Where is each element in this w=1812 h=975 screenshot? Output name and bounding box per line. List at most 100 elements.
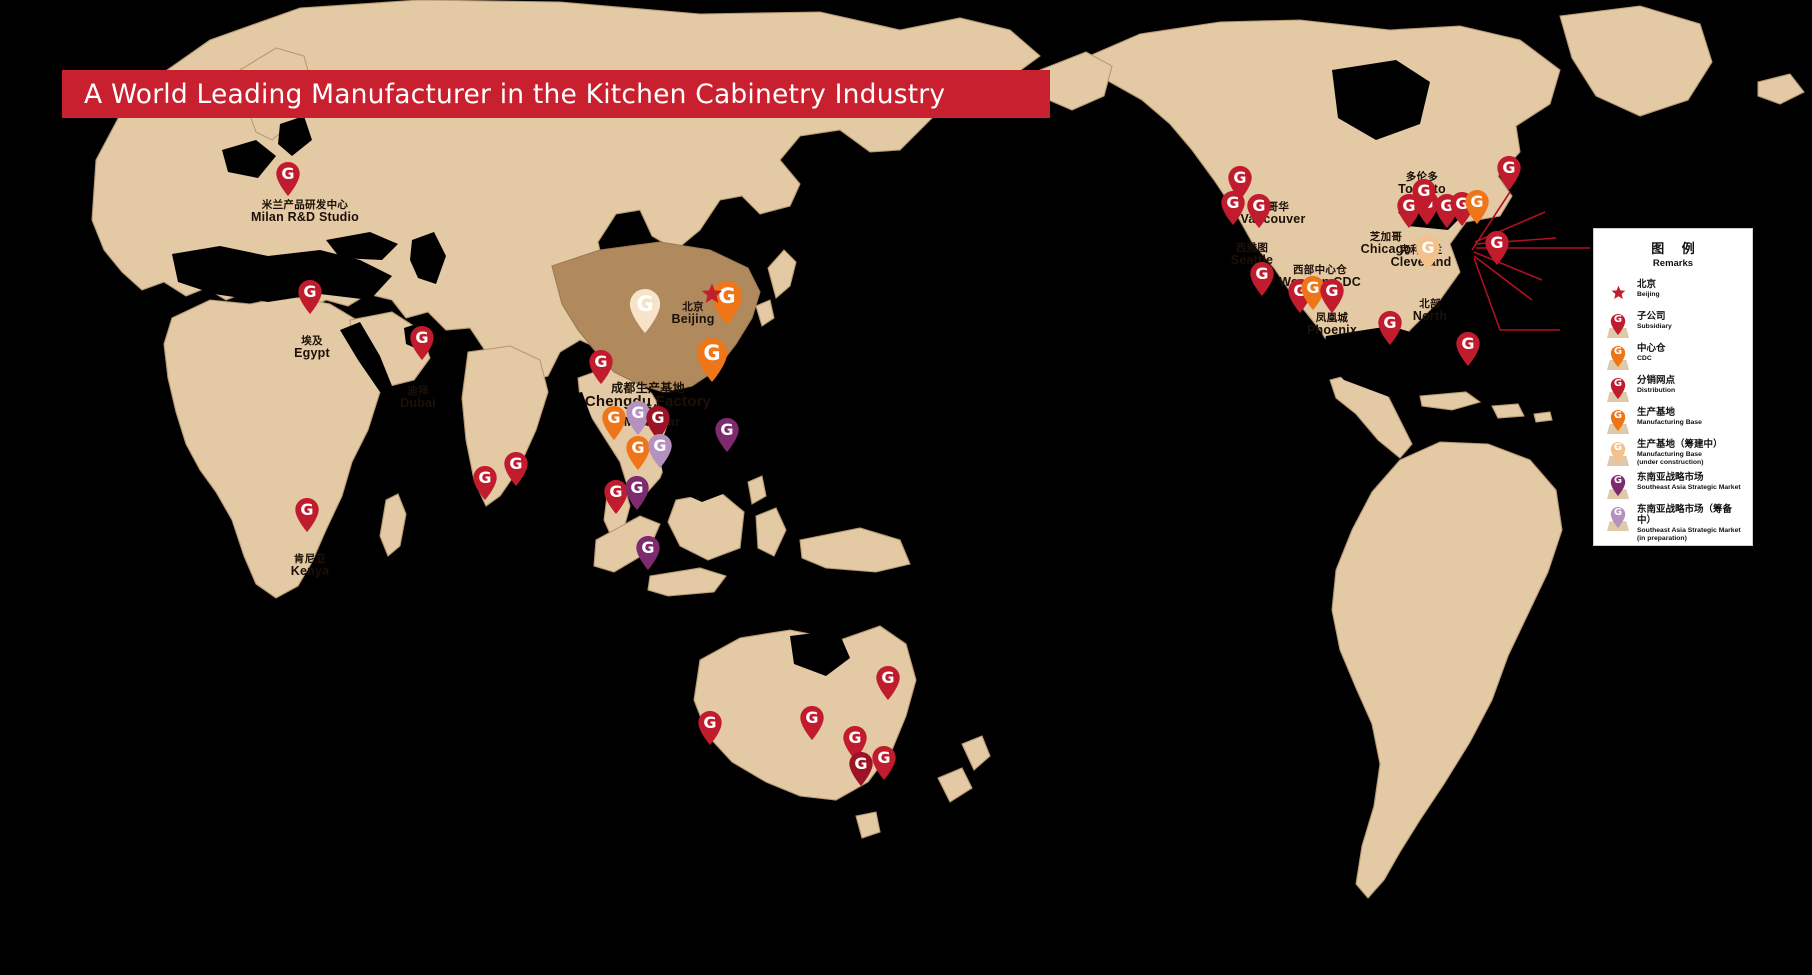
legend-row: G 东南亚战略市场（筹备中） Southeast Asia Strategic Ma… — [1602, 503, 1744, 543]
legend-label-cn: 生产基地 — [1637, 407, 1676, 418]
legend-pin: G — [1610, 474, 1626, 496]
legend-pin: G — [1610, 506, 1626, 528]
bay-of-bengal — [540, 392, 596, 470]
legend-label-en: Manufacturing Base — [1637, 418, 1702, 426]
legend-text: 东南亚战略市场 Southeast Asia Strategic Market — [1634, 471, 1741, 492]
pin-brisbane[interactable]: G — [875, 666, 901, 700]
caspian-sea — [410, 232, 446, 284]
pin-perth[interactable]: G — [697, 711, 723, 745]
cuba — [1419, 391, 1482, 411]
legend-title-cn: 图 例 — [1651, 241, 1702, 256]
legend-title-en: Remarks — [1652, 258, 1694, 269]
legend-row: G 生产基地（筹建中） Manufacturing Base (under const… — [1602, 438, 1744, 467]
sulawesi — [755, 507, 787, 557]
legend-label-cn: 生产基地（筹建中） — [1637, 439, 1723, 450]
legend-text: 生产基地（筹建中） Manufacturing Base (under constr… — [1634, 438, 1723, 467]
legend-label-en: Southeast Asia Strategic Market — [1637, 527, 1741, 535]
madagascar — [379, 493, 407, 557]
iceland — [1757, 73, 1805, 105]
pin-philippines[interactable]: G — [714, 418, 740, 452]
pin-newyork[interactable]: G — [1484, 231, 1510, 265]
new-zealand-s — [937, 767, 973, 803]
legend-text: 北京 Beijing — [1634, 278, 1660, 299]
legend-label-en: CDC — [1637, 354, 1652, 362]
pin-malaysia-2[interactable]: G — [624, 476, 650, 510]
mediterranean-sea — [172, 246, 392, 302]
pin-texas[interactable]: G — [1377, 311, 1403, 345]
hudson-bay — [1332, 60, 1430, 140]
pin-seattle[interactable]: G — [1246, 194, 1272, 228]
gulf-of-mexico — [1322, 326, 1438, 398]
legend-label-cn: 北京 — [1637, 279, 1657, 290]
pin-singapore[interactable]: G — [635, 536, 661, 570]
legend-label-en: Southeast Asia Strategic Market — [1637, 484, 1741, 492]
legend-row: 北京 Beijing — [1602, 278, 1744, 306]
pin-dubai[interactable]: G — [409, 326, 435, 360]
north-america — [1078, 19, 1561, 379]
legend-label-cn: 分销网点 — [1637, 375, 1676, 386]
legend-text: 分销网点 Distribution — [1634, 374, 1675, 395]
legend-label-cn: 中心仓 — [1637, 343, 1666, 354]
legend-label-en: Subsidiary — [1637, 322, 1672, 330]
legend-pin-glyph: G — [1613, 377, 1623, 389]
pin-guangzhou[interactable]: G — [695, 338, 729, 382]
pin-california[interactable]: G — [1249, 262, 1275, 296]
pin-manufacturing-uc-icon: G — [1602, 438, 1634, 466]
india — [461, 345, 549, 507]
new-guinea — [799, 527, 911, 573]
legend-pin: G — [1610, 409, 1626, 431]
borneo — [667, 491, 745, 561]
star-icon — [1602, 278, 1634, 306]
hispaniola — [1491, 403, 1525, 419]
pin-canberra[interactable]: G — [848, 752, 874, 786]
pin-thailand-1[interactable]: G — [601, 406, 627, 440]
pin-vietnam[interactable]: G — [647, 434, 673, 468]
legend-row: G 东南亚战略市场 Southeast Asia Strategic Market — [1602, 471, 1744, 500]
legend-pin: G — [1610, 377, 1626, 399]
page-title: A World Leading Manufacturer in the Kitc… — [84, 78, 946, 110]
pin-cleveland-3[interactable]: G — [1464, 190, 1490, 224]
pin-north-carolina[interactable]: G — [1415, 236, 1441, 270]
legend-pin: G — [1610, 441, 1626, 463]
star-glyph — [1611, 285, 1625, 299]
pin-egypt[interactable]: G — [297, 280, 323, 314]
africa — [163, 295, 381, 599]
legend-pin-glyph: G — [1613, 345, 1623, 357]
legend-pin-glyph: G — [1613, 441, 1623, 453]
pin-myanmar[interactable]: G — [588, 350, 614, 384]
pin-chengdu[interactable]: G — [628, 289, 662, 333]
pin-vancouver-2[interactable]: G — [1220, 191, 1246, 225]
tasmania — [855, 811, 881, 839]
pin-sydney[interactable]: G — [871, 746, 897, 780]
red-sea — [340, 322, 392, 392]
legend-panel: 图 例 Remarks 北京 Beijing G 子公司 Subsidiary G 中心仓 C… — [1593, 228, 1753, 546]
pin-distribution-icon: G — [1602, 374, 1634, 402]
pin-western-cdc-3[interactable]: G — [1319, 279, 1345, 313]
new-zealand-n — [961, 735, 991, 771]
japan-south — [755, 299, 775, 327]
legend-row: G 生产基地 Manufacturing Base — [1602, 406, 1744, 434]
pin-sea-market-prep-icon: G — [1602, 503, 1634, 532]
legend-label-en: Beijing — [1637, 290, 1660, 298]
legend-label-en: Distribution — [1637, 386, 1676, 394]
pin-adelaide[interactable]: G — [799, 706, 825, 740]
legend-title: 图 例 Remarks — [1602, 238, 1744, 269]
legend-label-en: (under construction) — [1637, 459, 1704, 467]
gulf-of-carpentaria — [790, 630, 850, 676]
legend-pin: G — [1610, 313, 1626, 335]
legend-rows: 北京 Beijing G 子公司 Subsidiary G 中心仓 CDC G 分销网点 Distr… — [1602, 278, 1744, 543]
pin-milan[interactable]: G — [275, 162, 301, 196]
legend-pin-glyph: G — [1613, 474, 1623, 486]
connector-lines — [1471, 191, 1590, 331]
legend-text: 生产基地 Manufacturing Base — [1634, 406, 1702, 427]
legend-text: 中心仓 CDC — [1634, 342, 1666, 363]
pin-florida[interactable]: G — [1455, 332, 1481, 366]
pin-india-west[interactable]: G — [472, 466, 498, 500]
pin-kenya[interactable]: G — [294, 498, 320, 532]
pin-india-south[interactable]: G — [503, 452, 529, 486]
pin-boston[interactable]: G — [1496, 156, 1522, 190]
legend-label-en: Manufacturing Base — [1637, 450, 1702, 458]
beijing-star-icon — [701, 283, 723, 310]
